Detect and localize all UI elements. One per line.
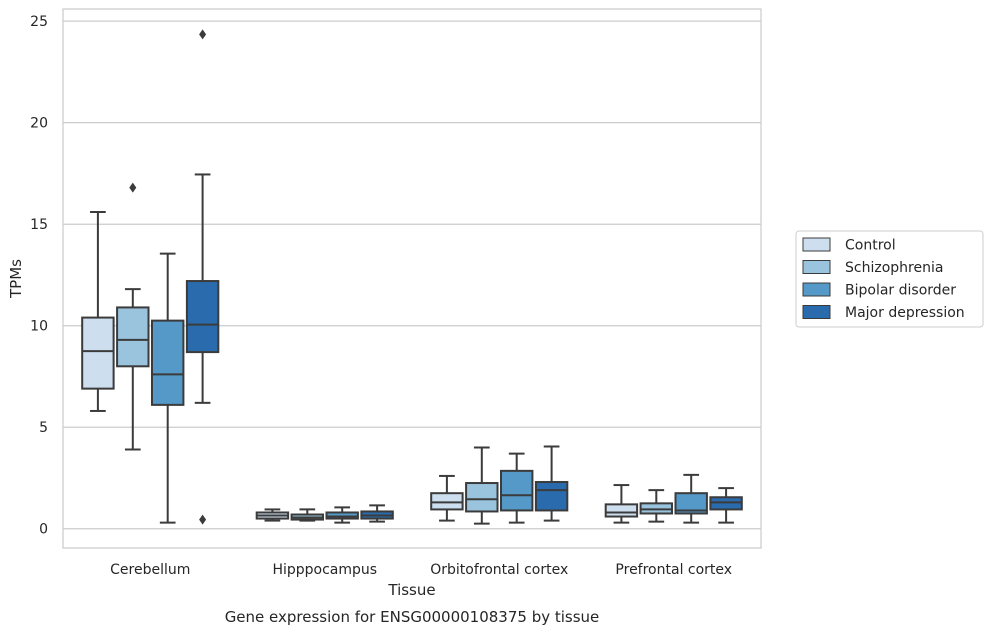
boxplot-box (290, 508, 325, 522)
iqr-box (534, 481, 569, 512)
y-tick-label: 0 (39, 522, 48, 538)
iqr-box (674, 492, 708, 515)
iqr-box (709, 496, 743, 511)
boxplot-box (604, 484, 639, 524)
y-tick-label: 25 (30, 14, 48, 30)
boxplot-box (534, 445, 569, 522)
x-tick-labels: Cerebellum Hipppocampus Orbitofrontal cort… (110, 562, 732, 578)
legend-label: Bipolar disorder (845, 283, 956, 299)
plot-frame (62, 8, 762, 549)
box-marks (81, 29, 743, 525)
legend-swatch (802, 237, 831, 252)
boxplot-box (639, 489, 674, 523)
y-axis-label: TPMs (7, 259, 25, 299)
figure-caption: Gene expression for ENSG00000108375 by t… (225, 608, 600, 626)
x-tick-label: Cerebellum (110, 562, 190, 578)
x-tick-label: Orbitofrontal cortex (430, 562, 568, 578)
boxplot-box (81, 211, 115, 412)
boxplot-box (709, 487, 743, 524)
boxplot-box (255, 508, 290, 522)
y-tick-label: 5 (39, 420, 48, 436)
boxplot-box (465, 446, 499, 525)
y-tick-label: 10 (30, 319, 48, 335)
iqr-box (81, 316, 115, 390)
boxplot-box (499, 452, 534, 524)
y-tick-label: 15 (30, 217, 48, 233)
x-tick-label: Prefrontal cortex (615, 562, 732, 578)
boxplot-box (360, 504, 394, 523)
iqr-box (639, 502, 674, 515)
legend: Control Schizophrenia Bipolar disorder Majo… (795, 230, 984, 328)
iqr-box (150, 319, 185, 406)
boxplot-box (325, 506, 359, 524)
iqr-box (325, 511, 359, 520)
y-tick-labels: 0 5 10 15 20 25 (30, 14, 48, 538)
legend-swatch (802, 305, 831, 319)
boxplot-box (116, 182, 150, 451)
iqr-box (430, 492, 464, 511)
iqr-box (465, 482, 499, 513)
legend-frame (795, 230, 984, 328)
outlier-point (199, 29, 207, 40)
legend-swatch (802, 282, 831, 297)
outlier-point (199, 514, 207, 525)
boxplot-box (185, 29, 220, 525)
legend-label: Schizophrenia (845, 260, 943, 276)
boxplot-box (674, 473, 708, 524)
legend-swatch (802, 260, 831, 274)
iqr-box (185, 280, 220, 354)
outlier-point (129, 182, 137, 193)
iqr-box (116, 306, 150, 368)
y-tick-label: 20 (30, 116, 48, 132)
legend-label: Major depression (845, 305, 965, 321)
iqr-box (604, 503, 639, 518)
iqr-box (499, 469, 534, 512)
x-tick-label: Hipppocampus (272, 562, 377, 578)
x-axis-label: Tissue (387, 581, 435, 599)
boxplot-box (430, 474, 464, 522)
boxplot-box (150, 252, 185, 524)
legend-label: Control (845, 238, 896, 254)
